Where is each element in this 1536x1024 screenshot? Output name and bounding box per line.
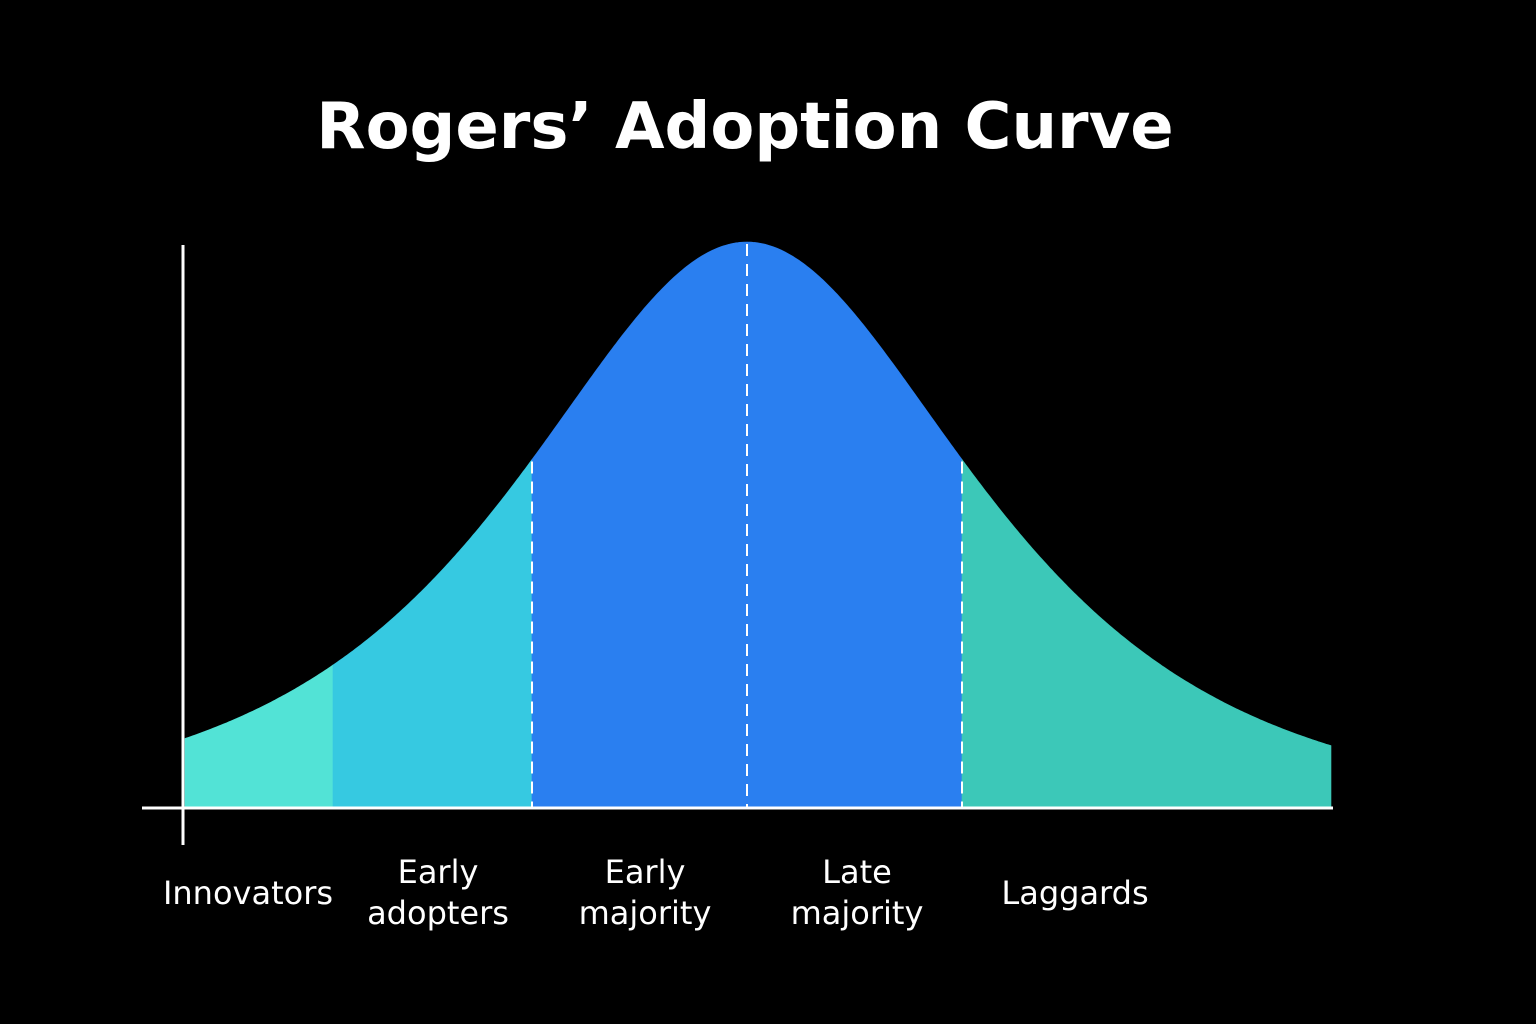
category-label: Late majority <box>790 853 924 932</box>
segment <box>184 664 334 809</box>
category-label: Early adopters <box>367 853 509 932</box>
category-label: Innovators <box>162 873 334 912</box>
segment <box>746 241 963 809</box>
chart-title: Rogers’ Adoption Curve <box>316 90 1174 164</box>
segment <box>332 458 533 809</box>
segment <box>961 458 1332 809</box>
segment <box>531 241 748 809</box>
category-label: Laggards <box>1001 873 1149 912</box>
category-label: Early majority <box>578 853 712 932</box>
